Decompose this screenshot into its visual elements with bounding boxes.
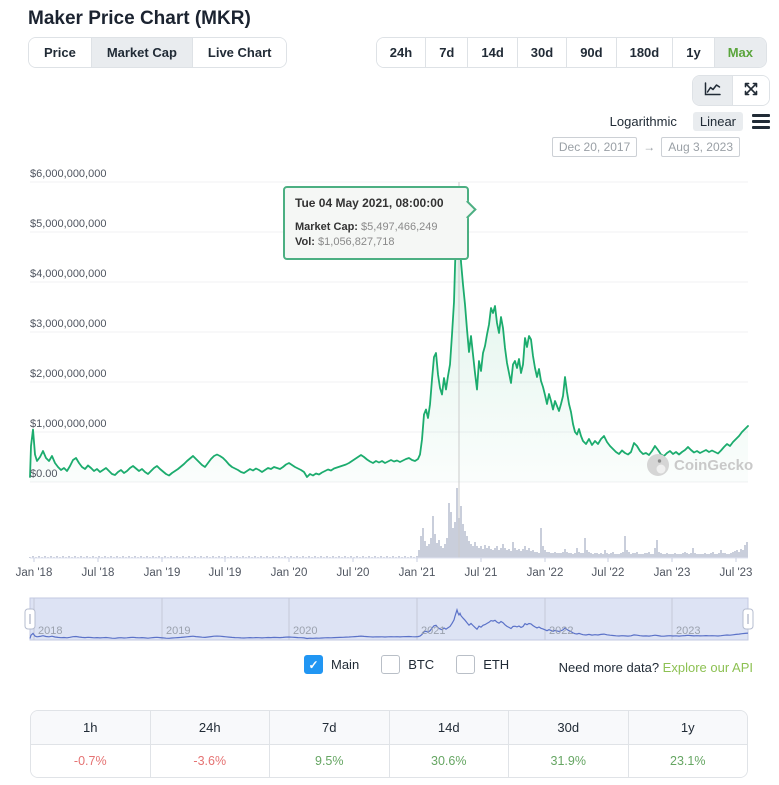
- range-1y[interactable]: 1y: [672, 38, 714, 67]
- explore-api-link[interactable]: Explore our API: [662, 660, 753, 675]
- table-value-row: -0.7% -3.6% 9.5% 30.6% 31.9% 23.1%: [31, 745, 747, 777]
- line-chart-icon: [704, 82, 721, 99]
- fullscreen-button[interactable]: [732, 76, 769, 105]
- tab-market-cap[interactable]: Market Cap: [90, 38, 192, 67]
- svg-text:$2,000,000,000: $2,000,000,000: [30, 368, 106, 380]
- chart-menu-button[interactable]: [752, 112, 770, 131]
- svg-text:2019: 2019: [166, 625, 190, 637]
- main-checkbox[interactable]: Main: [304, 655, 359, 674]
- btc-checkbox-label: BTC: [408, 657, 435, 672]
- main-checkbox-label: Main: [331, 657, 360, 672]
- checkbox-icon[interactable]: [304, 655, 323, 674]
- need-more-data-text: Need more data?: [558, 660, 660, 675]
- svg-text:Jan '20: Jan '20: [271, 567, 308, 579]
- svg-text:Jul '22: Jul '22: [592, 567, 625, 579]
- svg-text:2023: 2023: [676, 625, 700, 637]
- tab-price[interactable]: Price: [29, 38, 91, 67]
- range-14d[interactable]: 14d: [467, 38, 517, 67]
- api-prompt: Need more data? Explore our API: [559, 660, 753, 675]
- col-24h: 24h: [149, 711, 270, 744]
- tooltip-date: Tue 04 May 2021, 08:00:00: [295, 196, 444, 210]
- range-90d[interactable]: 90d: [566, 38, 616, 67]
- change-1h: -0.7%: [31, 745, 150, 777]
- svg-text:Jan '22: Jan '22: [527, 567, 564, 579]
- col-1h: 1h: [83, 720, 98, 735]
- svg-text:2020: 2020: [293, 625, 317, 637]
- tooltip-marketcap-label: Market Cap:: [295, 221, 358, 233]
- date-range-arrow: →: [643, 140, 656, 154]
- expand-icon: [744, 82, 758, 99]
- time-range-group: 24h 7d 14d 30d 90d 180d 1y Max: [375, 37, 767, 68]
- svg-text:$3,000,000,000: $3,000,000,000: [30, 318, 106, 330]
- chart-navigator[interactable]: 2018 2019 2020 2021 2022 2023: [0, 593, 779, 647]
- svg-text:Jan '18: Jan '18: [16, 567, 53, 579]
- price-change-table: 1h 24h 7d 14d 30d 1y -0.7% -3.6% 9.5% 30…: [30, 710, 748, 778]
- linear-button[interactable]: Linear: [692, 112, 743, 131]
- chart-type-tabs: Price Market Cap Live Chart: [28, 37, 288, 68]
- page-title: Maker Price Chart (MKR): [28, 8, 251, 29]
- range-max[interactable]: Max: [713, 38, 766, 67]
- table-header-row: 1h 24h 7d 14d 30d 1y: [31, 711, 747, 745]
- svg-text:Jul '19: Jul '19: [209, 567, 242, 579]
- col-14d: 14d: [388, 711, 509, 744]
- btc-checkbox[interactable]: BTC: [381, 655, 434, 674]
- svg-text:Jan '21: Jan '21: [399, 567, 436, 579]
- hamburger-icon: [752, 114, 770, 117]
- change-30d: 31.9%: [508, 745, 628, 777]
- svg-text:Jan '23: Jan '23: [654, 567, 691, 579]
- range-7d[interactable]: 7d: [425, 38, 468, 67]
- navigator-handle: [24, 608, 36, 630]
- tab-live-chart[interactable]: Live Chart: [191, 38, 287, 67]
- market-cap-chart[interactable]: CoinGecko Jan '18 Jul '18 Jan '19 Jul '19 Jan…: [0, 165, 779, 585]
- chart-tooltip: Tue 04 May 2021, 08:00:00 Market Cap: $5…: [283, 186, 477, 260]
- scale-toggle-row: Logarithmic Linear: [603, 112, 770, 131]
- eth-checkbox-label: ETH: [483, 657, 510, 672]
- range-180d[interactable]: 180d: [615, 38, 673, 67]
- checkbox-icon[interactable]: [456, 655, 476, 674]
- series-legend: Main BTC ETH: [304, 655, 509, 674]
- svg-text:Jul '21: Jul '21: [465, 567, 498, 579]
- svg-text:$1,000,000,000: $1,000,000,000: [30, 418, 106, 430]
- tooltip-marketcap-value: $5,497,466,249: [361, 221, 438, 233]
- svg-text:Jul '20: Jul '20: [337, 567, 370, 579]
- svg-text:Jul '23: Jul '23: [720, 567, 753, 579]
- chart-view-toggle: [692, 75, 770, 106]
- eth-checkbox[interactable]: ETH: [456, 655, 509, 674]
- end-date-input[interactable]: Aug 3, 2023: [661, 137, 740, 157]
- svg-text:$4,000,000,000: $4,000,000,000: [30, 268, 106, 280]
- svg-text:$6,000,000,000: $6,000,000,000: [30, 168, 106, 180]
- col-1y: 1y: [627, 711, 748, 744]
- svg-text:$5,000,000,000: $5,000,000,000: [30, 218, 106, 230]
- tooltip-vol-label: Vol:: [295, 236, 315, 248]
- svg-text:2018: 2018: [38, 625, 62, 637]
- svg-text:CoinGecko: CoinGecko: [674, 457, 753, 474]
- change-14d: 30.6%: [388, 745, 508, 777]
- tooltip-vol-value: $1,056,827,718: [318, 236, 395, 248]
- coingecko-watermark: CoinGecko: [647, 454, 753, 476]
- navigator-handle: [742, 608, 754, 630]
- change-1y: 23.1%: [627, 745, 747, 777]
- svg-text:2022: 2022: [549, 625, 573, 637]
- logarithmic-button[interactable]: Logarithmic: [609, 114, 677, 129]
- svg-text:2021: 2021: [421, 625, 445, 637]
- checkbox-icon[interactable]: [381, 655, 401, 674]
- col-30d: 30d: [508, 711, 628, 744]
- change-7d: 9.5%: [269, 745, 389, 777]
- start-date-input[interactable]: Dec 20, 2017: [551, 137, 638, 157]
- svg-text:Jan '19: Jan '19: [144, 567, 181, 579]
- date-range-row: Dec 20, 2017 → Aug 3, 2023: [551, 137, 740, 157]
- line-chart-view-button[interactable]: [693, 76, 732, 105]
- svg-text:$0.00: $0.00: [30, 468, 58, 480]
- range-30d[interactable]: 30d: [516, 38, 567, 67]
- col-7d: 7d: [269, 711, 389, 744]
- range-24h[interactable]: 24h: [376, 38, 426, 67]
- change-24h: -3.6%: [149, 745, 269, 777]
- svg-text:Jul '18: Jul '18: [82, 567, 115, 579]
